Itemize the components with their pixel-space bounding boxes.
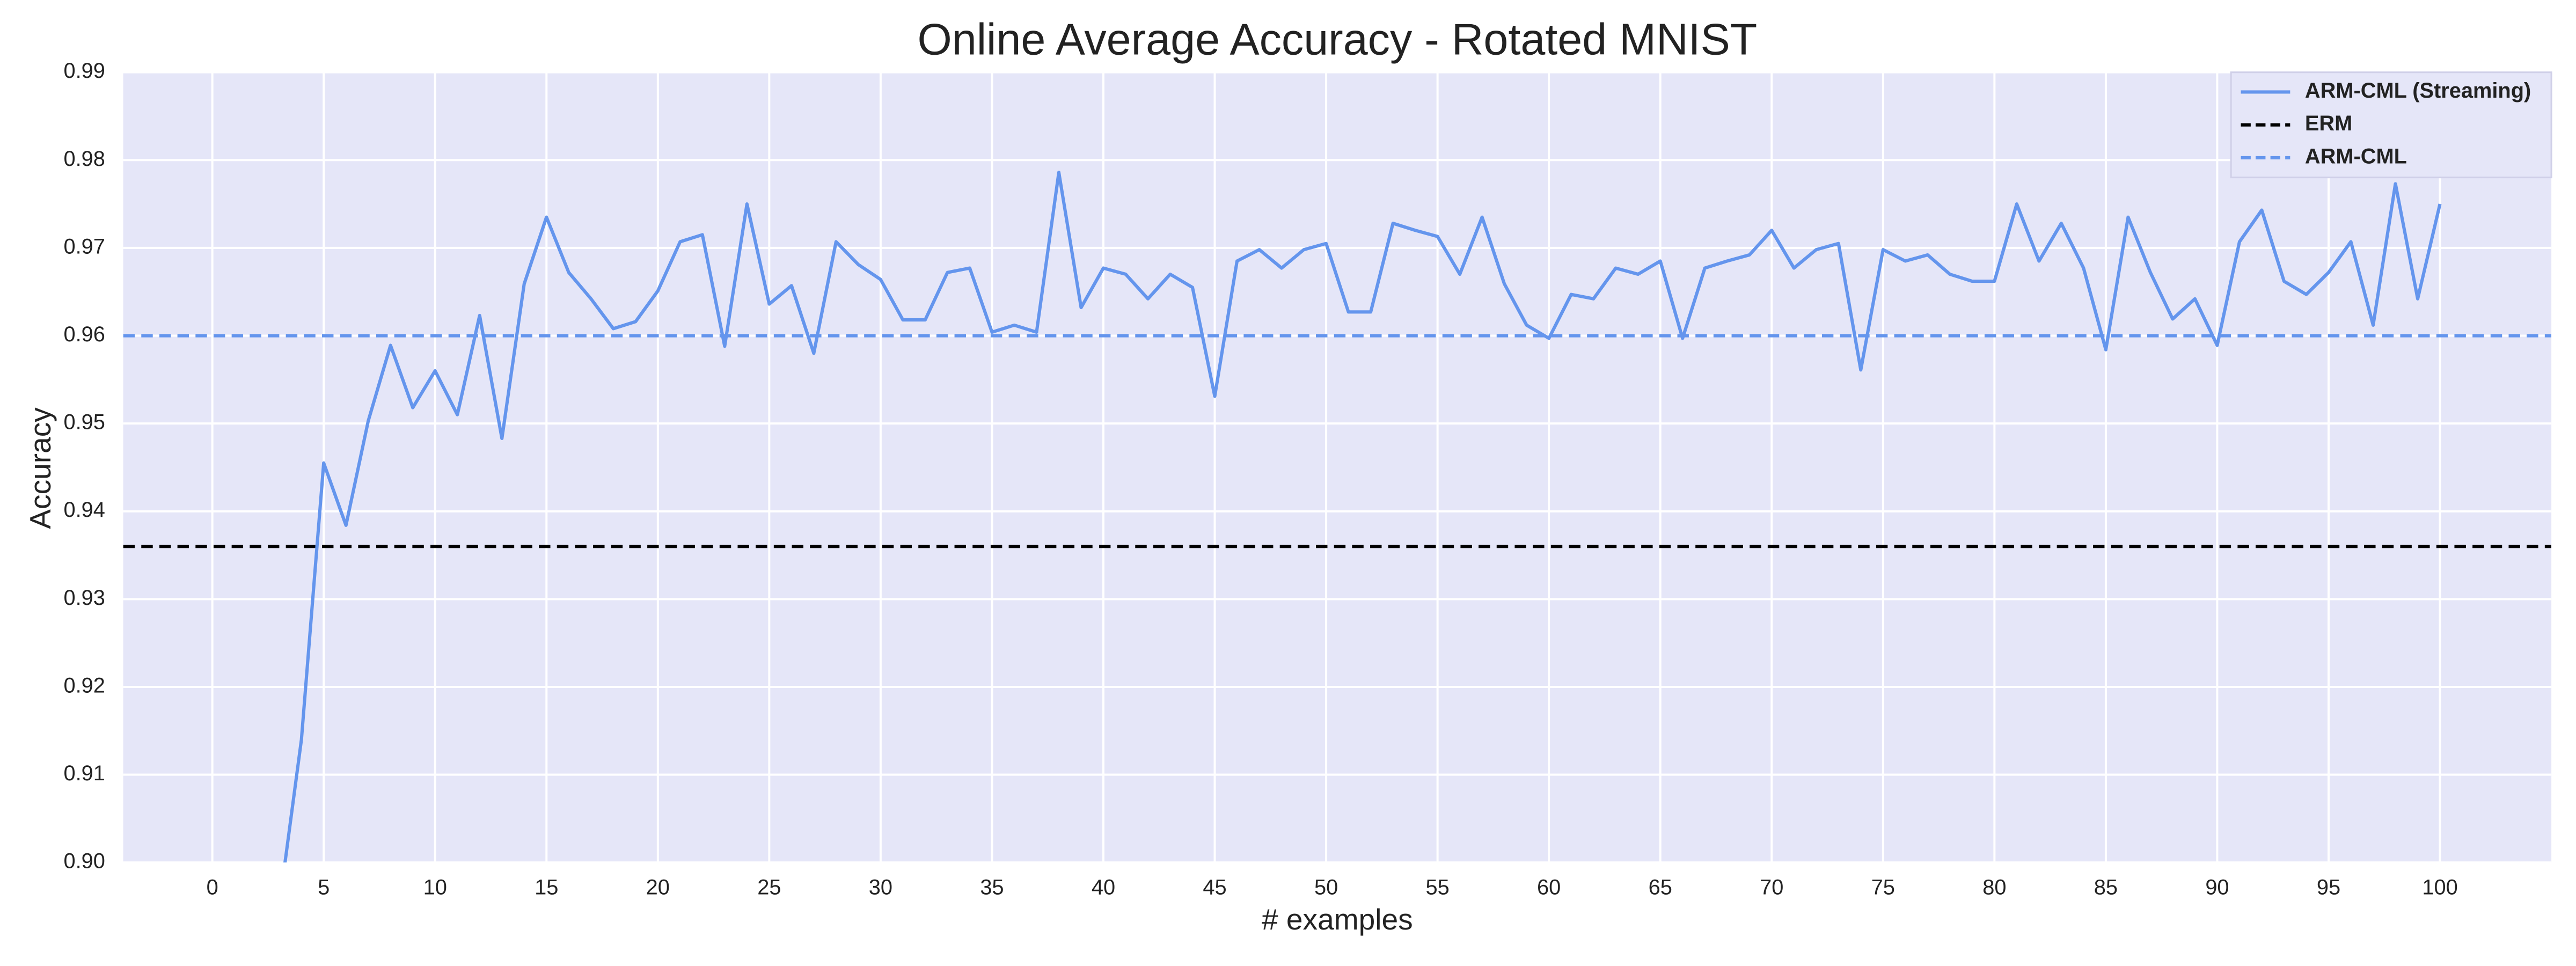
x-tick-label: 5: [318, 876, 330, 899]
x-tick-label: 30: [869, 876, 892, 899]
y-tick-label: 0.97: [63, 235, 105, 258]
y-tick-label: 0.92: [63, 674, 105, 697]
y-tick-label: 0.90: [63, 850, 105, 873]
legend-label: ERM: [2305, 112, 2352, 135]
y-tick-label: 0.96: [63, 323, 105, 346]
y-tick-label: 0.91: [63, 762, 105, 785]
x-tick-label: 10: [423, 876, 447, 899]
legend-label: ARM-CML (Streaming): [2305, 79, 2531, 103]
x-tick-label: 55: [1426, 876, 1450, 899]
x-tick-label: 15: [535, 876, 558, 899]
x-tick-label: 100: [2422, 876, 2457, 899]
x-axis-label: # examples: [1262, 903, 1413, 936]
x-tick-label: 35: [980, 876, 1004, 899]
data-line: [283, 171, 2442, 863]
x-tick-label: 65: [1649, 876, 1672, 899]
x-tick-label: 75: [1871, 876, 1895, 899]
chart-title: Online Average Accuracy - Rotated MNIST: [917, 14, 1757, 64]
plot-area: [123, 72, 2552, 863]
y-tick-label: 0.95: [63, 411, 105, 434]
x-tick-label: 45: [1203, 876, 1226, 899]
legend-label: ARM-CML: [2305, 144, 2407, 168]
x-tick-label: 60: [1537, 876, 1561, 899]
x-tick-label: 90: [2205, 876, 2229, 899]
legend-box: [2230, 71, 2552, 179]
x-tick-label: 0: [207, 876, 218, 899]
x-tick-label: 95: [2317, 876, 2340, 899]
x-tick-label: 70: [1760, 876, 1783, 899]
y-tick-label: 0.99: [63, 59, 105, 83]
y-tick-label: 0.94: [63, 498, 105, 522]
x-tick-label: 85: [2094, 876, 2118, 899]
y-tick-label: 0.98: [63, 147, 105, 171]
x-tick-label: 25: [757, 876, 781, 899]
y-axis-label: Accuracy: [24, 407, 57, 529]
x-tick-label: 20: [646, 876, 670, 899]
x-tick-label: 50: [1314, 876, 1338, 899]
x-tick-label: 80: [1982, 876, 2006, 899]
y-tick-label: 0.93: [63, 586, 105, 610]
x-tick-label: 40: [1092, 876, 1115, 899]
